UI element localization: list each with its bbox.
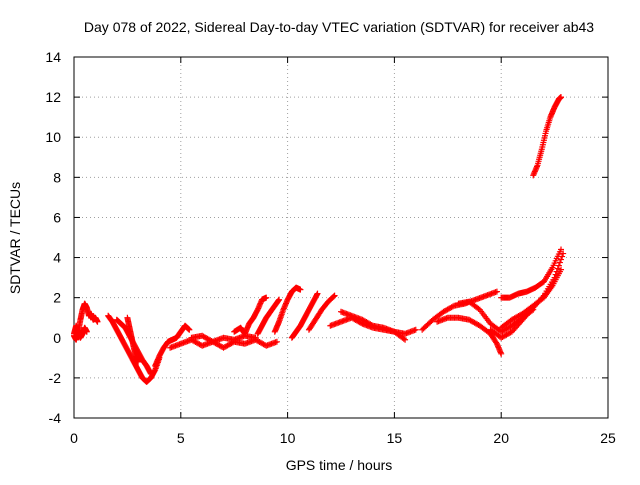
- data-point: [558, 266, 565, 273]
- data-point: [314, 290, 321, 297]
- x-tick-label: 10: [280, 430, 296, 446]
- data-point: [94, 318, 101, 325]
- x-tick-label: 20: [493, 430, 509, 446]
- y-tick-label: 6: [53, 209, 61, 225]
- series-satellite-track-11: [271, 284, 304, 335]
- data-point: [558, 246, 565, 253]
- y-tick-label: 8: [53, 169, 61, 185]
- data-point: [330, 293, 337, 300]
- y-tick-label: 4: [53, 250, 61, 266]
- y-tick-label: -4: [49, 410, 62, 426]
- data-point: [186, 326, 193, 333]
- data-point: [449, 303, 456, 310]
- data-point: [555, 262, 562, 269]
- series-satellite-track-16: [419, 288, 500, 333]
- series-satellite-track-9: [231, 294, 270, 337]
- data-series: [71, 94, 567, 385]
- data-point: [560, 250, 567, 257]
- chart-title: Day 078 of 2022, Sidereal Day-to-day VTE…: [84, 19, 594, 35]
- y-tick-label: 14: [45, 49, 61, 65]
- data-point: [263, 294, 270, 301]
- series-satellite-track-13: [305, 292, 338, 333]
- grid: [74, 57, 608, 418]
- data-point: [493, 288, 500, 295]
- y-axis-label: SDTVAR / TECUs: [7, 182, 23, 294]
- series-satellite-track-21: [487, 250, 567, 341]
- data-point: [147, 370, 154, 377]
- y-tick-label: -2: [49, 370, 62, 386]
- x-tick-label: 25: [600, 430, 616, 446]
- x-tick-labels: 0 5 10 15 20 25: [70, 430, 616, 446]
- series-satellite-track-10: [254, 296, 283, 337]
- y-tick-label: 12: [45, 89, 61, 105]
- data-point: [556, 259, 563, 266]
- y-tick-labels: -4 -2 0 2 4 6 8 10 12 14: [45, 49, 61, 426]
- y-tick-label: 2: [53, 290, 61, 306]
- x-axis-label: GPS time / hours: [286, 457, 393, 473]
- data-point: [559, 253, 566, 260]
- series-satellite-track-6: [152, 322, 193, 369]
- data-point: [551, 274, 558, 281]
- data-point: [475, 305, 482, 312]
- data-point: [135, 358, 142, 365]
- data-point: [368, 321, 375, 328]
- data-point: [554, 265, 561, 272]
- axis-ticks: [73, 56, 609, 419]
- series-satellite-track-12: [288, 290, 321, 341]
- data-point: [412, 326, 419, 333]
- data-point: [498, 350, 505, 357]
- series-satellite-track-19: [498, 246, 565, 301]
- x-tick-label: 0: [70, 430, 78, 446]
- data-point: [276, 296, 283, 303]
- y-tick-label: 10: [45, 129, 61, 145]
- series-satellite-track-17: [434, 314, 505, 357]
- series-satellite-track-3: [105, 312, 163, 385]
- series-satellite-track-15: [338, 308, 409, 343]
- series-satellite-track-8: [188, 332, 259, 345]
- y-tick-label: 0: [53, 330, 61, 346]
- data-point: [553, 268, 560, 275]
- data-point: [273, 338, 280, 345]
- data-point: [558, 256, 565, 263]
- data-point: [558, 94, 565, 101]
- data-point: [402, 336, 409, 343]
- series-satellite-track-2: [71, 324, 90, 343]
- plot-frame: [73, 56, 609, 419]
- series-satellite-track-22: [530, 94, 565, 179]
- data-point: [297, 286, 304, 293]
- data-point: [400, 335, 407, 342]
- data-point: [331, 292, 338, 299]
- x-tick-label: 15: [387, 430, 403, 446]
- series-satellite-track-5: [124, 314, 142, 365]
- data-point: [552, 271, 559, 278]
- data-point: [83, 328, 90, 335]
- x-tick-label: 5: [177, 430, 185, 446]
- data-point: [252, 334, 259, 341]
